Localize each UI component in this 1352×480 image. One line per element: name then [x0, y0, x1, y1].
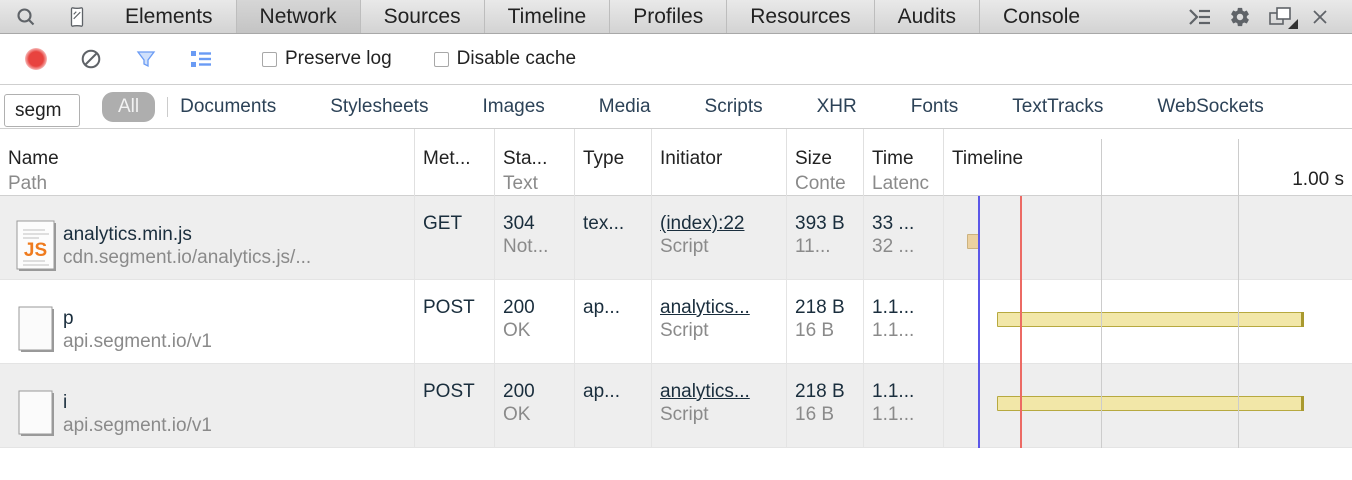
svg-text:JS: JS: [23, 240, 46, 261]
